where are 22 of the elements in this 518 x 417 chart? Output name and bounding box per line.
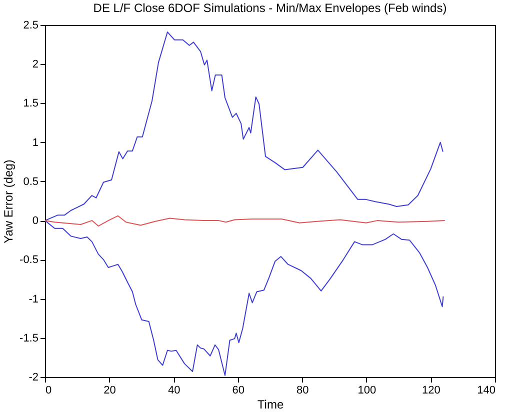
line-series <box>45 215 446 227</box>
chart-title: DE L/F Close 6DOF Simulations - Min/Max Envelopes (Feb winds) <box>93 1 447 15</box>
x-tick-label: 20 <box>104 384 116 396</box>
x-tick-label: 0 <box>46 384 52 396</box>
y-tick-label: 1 <box>32 136 38 149</box>
y-tick-label: 2 <box>32 58 38 71</box>
y-tick-label: 2.5 <box>23 20 38 32</box>
x-tick-label: 80 <box>296 384 309 396</box>
y-tick-label: 1.5 <box>23 98 38 110</box>
x-tick-label: 100 <box>358 384 376 396</box>
x-tick-label: 60 <box>232 384 244 396</box>
x-tick-label: 120 <box>422 384 440 396</box>
y-tick-label: -2 <box>28 372 38 384</box>
x-tick-label: 140 <box>477 384 496 396</box>
y-tick-label: -1 <box>28 293 38 306</box>
y-tick-label: 0.5 <box>23 176 38 188</box>
y-tick-label: -0.5 <box>20 254 38 266</box>
y-axis-title: Yaw Error (deg) <box>2 160 16 244</box>
x-tick-label: 40 <box>168 384 180 396</box>
y-tick-label: -1.5 <box>20 332 38 344</box>
y-tick-label: 0 <box>32 215 38 228</box>
x-axis-title: Time <box>257 398 284 412</box>
